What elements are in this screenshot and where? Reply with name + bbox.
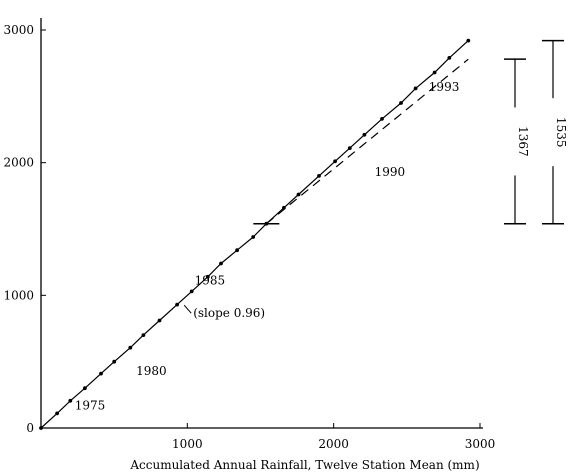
- bracket-label-1: 1535: [554, 117, 568, 148]
- series-line-0: [40, 40, 469, 429]
- x-tick-label-0: 1000: [172, 437, 203, 451]
- data-point-0: [39, 426, 43, 430]
- data-point-13: [235, 248, 240, 253]
- y-tick-label-2: 2000: [3, 156, 34, 170]
- x-tick-label-2: 3000: [465, 437, 496, 451]
- annotation-4: 1990: [375, 165, 406, 179]
- x-axis-title: Accumulated Annual Rainfall, Twelve Stat…: [129, 458, 479, 472]
- data-point-22: [380, 117, 384, 121]
- annotations: 1975 1980 1985 (slope 0.96) 1990 1993: [75, 80, 460, 412]
- data-point-4: [99, 371, 103, 376]
- series-line-1: [266, 58, 469, 225]
- y-tick-label-1: 1000: [3, 288, 34, 302]
- data-series: [39, 38, 471, 430]
- axes: [40, 18, 483, 429]
- annotation-3: (slope 0.96): [193, 306, 265, 320]
- data-point-24: [413, 86, 418, 91]
- data-point-21: [362, 132, 367, 137]
- annotation-5: 1993: [429, 80, 460, 94]
- data-point-17: [296, 192, 301, 197]
- tick-marks: [41, 29, 481, 428]
- data-point-11: [205, 274, 210, 279]
- bracket-label-0: 1367: [516, 126, 530, 157]
- annotation-0: 1975: [75, 398, 106, 412]
- data-point-18: [317, 174, 321, 178]
- data-point-20: [347, 146, 352, 151]
- data-point-9: [175, 302, 180, 307]
- data-point-27: [466, 38, 471, 43]
- tick-labels: 1000 2000 3000 0 1000 2000 3000: [3, 23, 495, 451]
- brackets: 1367 1535: [504, 39, 568, 225]
- data-point-25: [432, 70, 437, 75]
- data-point-26: [447, 56, 452, 60]
- data-point-2: [68, 398, 73, 403]
- data-point-6: [128, 345, 133, 350]
- data-point-8: [157, 318, 162, 323]
- data-point-10: [189, 289, 194, 294]
- y-tick-label-3: 3000: [3, 23, 34, 37]
- data-point-3: [83, 386, 87, 391]
- data-point-19: [333, 159, 337, 164]
- data-point-14: [251, 235, 256, 239]
- y-tick-label-0: 0: [26, 421, 34, 435]
- data-point-5: [112, 359, 117, 364]
- annotation-2: 1985: [195, 274, 226, 288]
- x-tick-label-1: 2000: [318, 437, 349, 451]
- data-point-12: [219, 261, 223, 266]
- data-point-1: [55, 411, 59, 416]
- annotation-1: 1980: [136, 364, 167, 378]
- slope-leader: [183, 304, 192, 314]
- data-point-23: [399, 101, 403, 105]
- data-point-7: [141, 333, 146, 337]
